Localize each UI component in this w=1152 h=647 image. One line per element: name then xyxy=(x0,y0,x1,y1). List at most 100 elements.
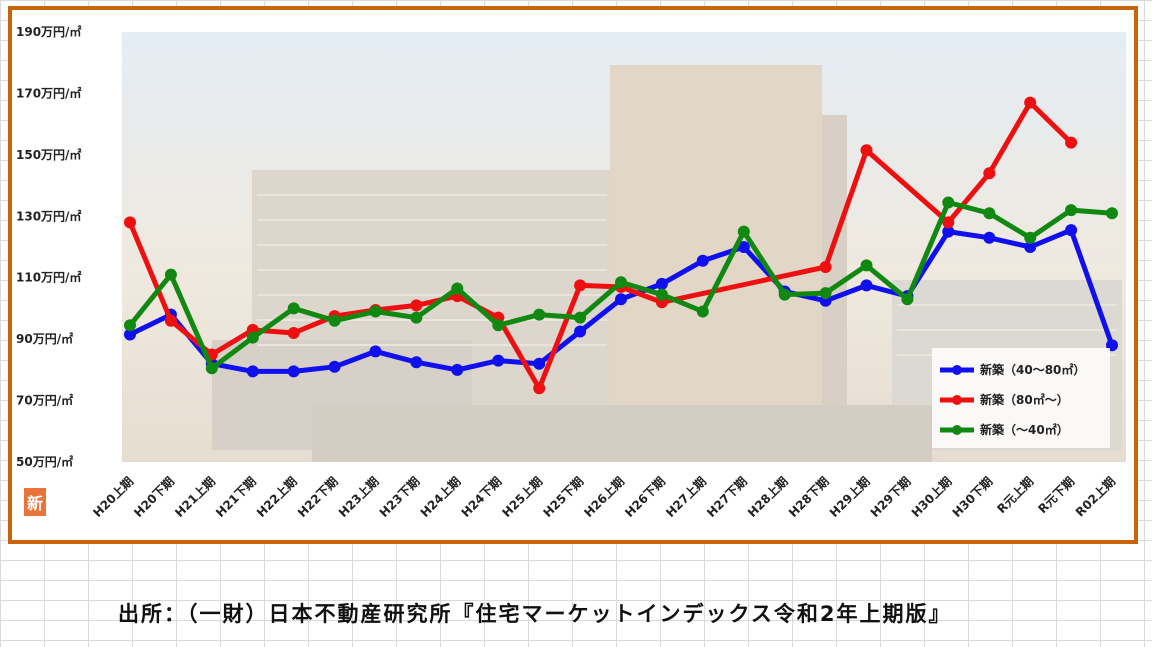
data-point xyxy=(737,225,750,238)
x-tick-label: H29上期 xyxy=(826,474,872,520)
y-axis: 50万円/㎡ 70万円/㎡ 90万円/㎡ 110万円/㎡ 130万円/㎡ 150万円/㎡ 1… xyxy=(16,24,81,469)
data-point xyxy=(860,144,873,157)
x-tick-label: H20上期 xyxy=(90,474,136,520)
data-point xyxy=(983,207,996,220)
data-point xyxy=(287,365,300,378)
data-point xyxy=(1065,136,1078,149)
data-point xyxy=(1065,224,1078,237)
x-tick-label: H23下期 xyxy=(376,474,422,520)
x-tick-label: H26下期 xyxy=(622,474,668,520)
data-point xyxy=(860,259,873,272)
x-tick-label: H28上期 xyxy=(744,474,790,520)
x-tick-label: R元上期 xyxy=(994,474,1037,517)
data-point xyxy=(369,305,382,318)
data-point xyxy=(124,216,136,229)
legend-marker xyxy=(952,395,962,405)
series-3 xyxy=(124,196,1118,375)
data-point xyxy=(205,362,218,375)
data-point xyxy=(615,276,627,289)
series-layer xyxy=(124,96,1118,395)
legend-item: 新築（40～80㎡） xyxy=(940,362,1085,377)
data-point xyxy=(819,287,832,300)
x-tick-label: R元下期 xyxy=(1035,474,1078,517)
x-tick-label: H21下期 xyxy=(212,474,258,520)
data-point xyxy=(574,311,587,324)
y-tick-label: 70万円/㎡ xyxy=(16,393,73,408)
data-point xyxy=(1065,204,1078,217)
x-tick-label: H30上期 xyxy=(908,474,954,520)
data-point xyxy=(696,254,709,267)
data-point xyxy=(164,314,177,327)
data-point xyxy=(410,299,423,312)
legend-marker xyxy=(952,425,962,435)
x-tick-label: H24上期 xyxy=(417,474,463,520)
x-tick-label: R02上期 xyxy=(1072,474,1118,520)
y-tick-label: 90万円/㎡ xyxy=(16,331,73,346)
data-point xyxy=(451,363,464,376)
source-caption: 出所：（一財）日本不動産研究所『住宅マーケットインデックス令和2年上期版』 xyxy=(118,602,952,626)
legend-label: 新築（40～80㎡） xyxy=(980,362,1085,377)
data-point xyxy=(492,319,505,332)
data-point xyxy=(533,308,546,321)
data-point xyxy=(492,354,505,367)
data-point xyxy=(615,293,627,306)
legend-item: 新築（80㎡～） xyxy=(940,392,1069,407)
data-point xyxy=(287,302,300,315)
x-tick-label: H26上期 xyxy=(581,474,627,520)
x-tick-label: H28下期 xyxy=(785,474,831,520)
y-tick-label: 50万円/㎡ xyxy=(16,454,73,469)
y-tick-label: 190万円/㎡ xyxy=(16,24,81,39)
data-point xyxy=(574,279,587,292)
x-tick-label: H20下期 xyxy=(131,474,177,520)
x-tick-label: H27下期 xyxy=(703,474,749,520)
line-chart: 50万円/㎡ 70万円/㎡ 90万円/㎡ 110万円/㎡ 130万円/㎡ 150万円/㎡ 1… xyxy=(16,24,1126,520)
y-tick-label: 150万円/㎡ xyxy=(16,147,81,162)
data-point xyxy=(164,268,177,281)
data-point xyxy=(533,382,546,395)
chart-frame: 50万円/㎡ 70万円/㎡ 90万円/㎡ 110万円/㎡ 130万円/㎡ 150万円/㎡ 1… xyxy=(8,6,1138,544)
data-point xyxy=(246,365,259,378)
legend-label: 新築（～40㎡） xyxy=(980,422,1069,437)
x-tick-label: H21上期 xyxy=(171,474,217,520)
x-tick-label: H27上期 xyxy=(662,474,708,520)
data-point xyxy=(328,314,341,327)
data-point xyxy=(655,277,668,290)
legend-marker xyxy=(952,365,962,375)
data-point xyxy=(1024,96,1037,109)
data-point xyxy=(574,325,587,338)
legend: 新築（40～80㎡） 新築（80㎡～） 新築（～40㎡） xyxy=(932,348,1110,448)
x-tick-label: H22上期 xyxy=(253,474,299,520)
data-point xyxy=(942,196,955,209)
x-tick-label: H29下期 xyxy=(867,474,913,520)
data-point xyxy=(942,225,955,238)
y-tick-label: 130万円/㎡ xyxy=(16,208,81,223)
data-point xyxy=(983,231,996,244)
x-axis: H20上期H20下期H21上期H21下期H22上期H22下期H23上期H23下期… xyxy=(90,474,1118,520)
data-point xyxy=(1024,241,1037,253)
data-point xyxy=(124,328,136,341)
data-point xyxy=(696,305,709,318)
data-point xyxy=(737,241,750,253)
x-tick-label: H25下期 xyxy=(540,474,586,520)
new-badge-icon: 新 xyxy=(24,488,46,516)
data-point xyxy=(901,293,914,306)
y-tick-label: 170万円/㎡ xyxy=(16,85,81,100)
data-point xyxy=(819,261,832,273)
legend-label: 新築（80㎡～） xyxy=(980,392,1069,407)
data-point xyxy=(410,356,423,369)
data-point xyxy=(533,357,546,370)
data-point xyxy=(778,288,791,301)
legend-item: 新築（～40㎡） xyxy=(940,422,1069,437)
data-point xyxy=(124,319,136,332)
x-tick-label: H23上期 xyxy=(335,474,381,520)
data-point xyxy=(860,279,873,292)
data-point xyxy=(1106,207,1118,220)
data-point xyxy=(983,167,996,180)
data-point xyxy=(451,282,464,295)
x-tick-label: H22下期 xyxy=(294,474,340,520)
data-point xyxy=(287,327,300,339)
x-tick-label: H24下期 xyxy=(458,474,504,520)
x-tick-label: H30下期 xyxy=(949,474,995,520)
data-point xyxy=(410,311,423,324)
data-point xyxy=(369,345,382,358)
